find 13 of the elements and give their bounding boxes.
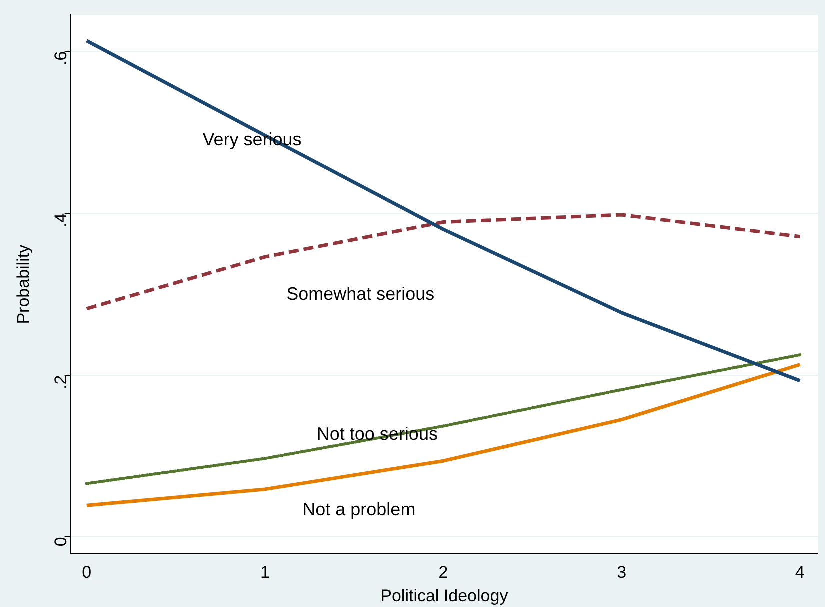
x-tick-label: 3 (617, 563, 627, 582)
x-tick-label: 1 (260, 563, 270, 582)
series-label: Somewhat serious (286, 284, 435, 304)
y-tick-label: .4 (51, 213, 70, 228)
x-tick-label: 2 (438, 563, 448, 582)
x-axis-title: Political Ideology (380, 586, 509, 606)
y-tick-label: .6 (51, 51, 70, 66)
y-tick-label: 0 (51, 537, 70, 547)
x-tick-label: 4 (795, 563, 805, 582)
y-tick-label: .2 (51, 375, 70, 390)
y-axis-title: Probability (14, 244, 33, 324)
x-tick-label: 0 (82, 563, 92, 582)
series-label: Not a problem (302, 499, 416, 520)
